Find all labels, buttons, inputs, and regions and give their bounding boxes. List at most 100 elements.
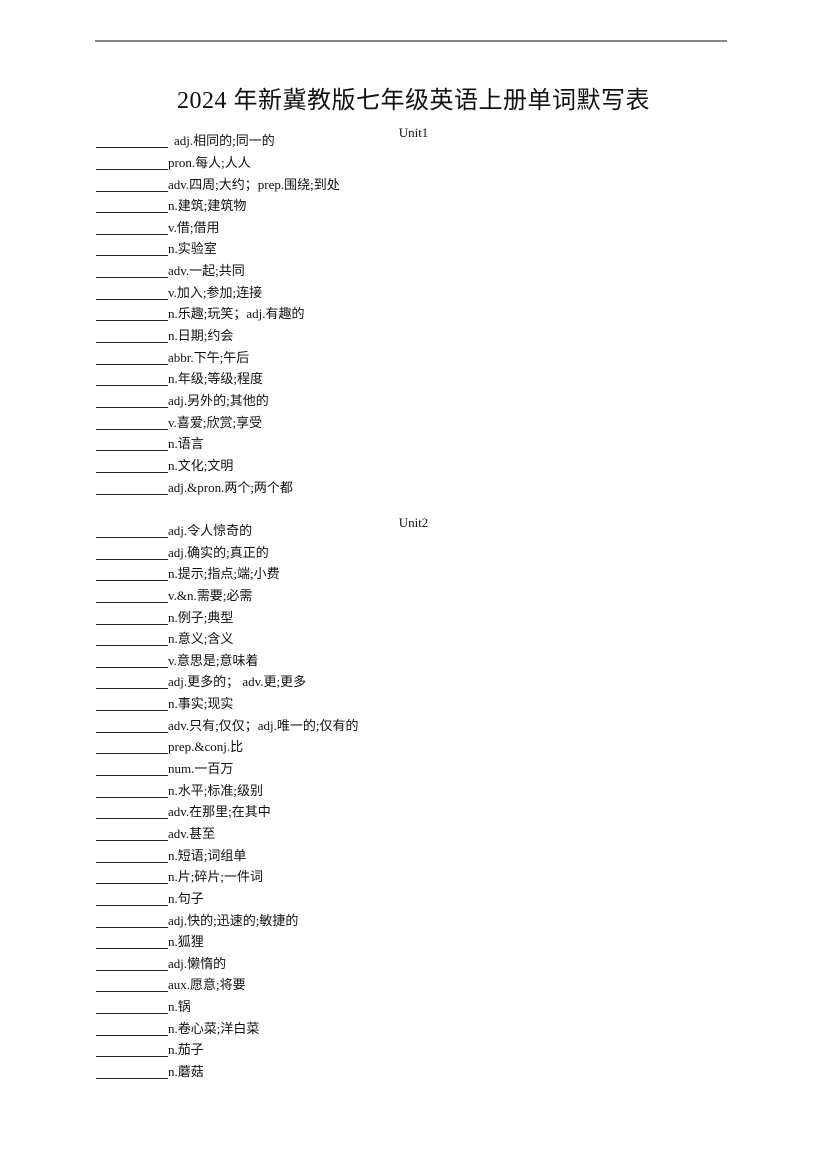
word-definition: n.锅 — [168, 999, 191, 1015]
answer-blank[interactable] — [96, 934, 168, 950]
answer-blank[interactable] — [96, 436, 168, 452]
answer-blank[interactable] — [96, 610, 168, 625]
answer-blank[interactable] — [96, 674, 168, 690]
answer-blank[interactable] — [96, 977, 168, 993]
word-definition: n.短语;词组单 — [168, 847, 247, 863]
word-definition: v.借;借用 — [168, 219, 220, 235]
word-definition: adj.懒惰的 — [168, 955, 227, 971]
answer-blank[interactable] — [96, 155, 168, 170]
answer-blank[interactable] — [96, 220, 168, 235]
list-item: adv.四周;大约；prep.围绕;到处 — [96, 171, 340, 193]
word-definition: adj.快的;迅速的;敏捷的 — [168, 912, 299, 928]
word-definition: adv.在那里;在其中 — [168, 804, 271, 820]
answer-blank[interactable] — [96, 1042, 168, 1058]
list-item: adj.懒惰的 — [96, 950, 359, 972]
answer-blank[interactable] — [96, 826, 168, 841]
unit-heading: Unit1 — [398, 125, 429, 140]
word-list: adj.相同的;同一的 pron.每人;人人 adv.四周;大约；prep.围绕;到… — [96, 128, 340, 496]
list-item: n.片;碎片;一件词 — [96, 864, 359, 886]
answer-blank[interactable] — [96, 545, 168, 560]
list-item: n.短语;词组单 — [96, 842, 359, 864]
word-definition: n.提示;指点;端;小费 — [168, 566, 280, 582]
list-item: adj.令人惊奇的 — [96, 517, 359, 539]
word-definition: n.意义;含义 — [168, 631, 234, 647]
list-item: n.蘑菇 — [96, 1058, 359, 1080]
answer-blank[interactable] — [96, 848, 168, 863]
word-definition: v.&n.需要;必需 — [168, 587, 253, 603]
word-definition: n.建筑;建筑物 — [168, 198, 247, 214]
word-definition: adj.更多的； adv.更;更多 — [168, 674, 307, 690]
answer-blank[interactable] — [96, 350, 168, 365]
word-definition: v.意思是;意味着 — [168, 652, 259, 668]
answer-blank[interactable] — [96, 566, 168, 582]
list-item: n.建筑;建筑物 — [96, 193, 340, 215]
answer-blank[interactable] — [96, 263, 168, 279]
answer-blank[interactable] — [96, 1021, 168, 1036]
answer-blank[interactable] — [96, 415, 168, 430]
answer-blank[interactable] — [96, 913, 168, 928]
list-item: v.借;借用 — [96, 214, 340, 236]
list-item: prep.&conj.比 — [96, 734, 359, 756]
answer-blank[interactable] — [96, 804, 168, 820]
answer-blank[interactable] — [96, 653, 168, 668]
word-definition: n.例子;典型 — [168, 609, 234, 625]
answer-blank[interactable] — [96, 1064, 168, 1079]
answer-blank[interactable] — [96, 869, 168, 885]
list-item: adv.只有;仅仅；adj.唯一的;仅有的 — [96, 712, 359, 734]
answer-blank[interactable] — [96, 133, 168, 149]
answer-blank[interactable] — [96, 891, 168, 906]
answer-blank[interactable] — [96, 588, 168, 603]
list-item: pron.每人;人人 — [96, 149, 340, 171]
word-definition: n.文化;文明 — [168, 457, 234, 473]
answer-blank[interactable] — [96, 718, 168, 733]
list-item: abbr.下午;午后 — [96, 344, 340, 366]
answer-blank[interactable] — [96, 956, 168, 971]
list-item: adv.一起;共同 — [96, 257, 340, 279]
answer-blank[interactable] — [96, 198, 168, 214]
list-item: adj.快的;迅速的;敏捷的 — [96, 907, 359, 929]
answer-blank[interactable] — [96, 393, 168, 408]
answer-blank[interactable] — [96, 480, 168, 495]
answer-blank[interactable] — [96, 458, 168, 473]
list-item: adj.&pron.两个;两个都 — [96, 474, 340, 496]
word-definition: adv.只有;仅仅；adj.唯一的;仅有的 — [168, 717, 359, 733]
word-definition: prep.&conj.比 — [168, 739, 244, 755]
word-definition: n.年级;等级;程度 — [168, 371, 263, 387]
word-definition: n.狐狸 — [168, 934, 204, 950]
list-item: n.文化;文明 — [96, 452, 340, 474]
word-definition: abbr.下午;午后 — [168, 349, 250, 365]
list-item: n.实验室 — [96, 236, 340, 258]
answer-blank[interactable] — [96, 631, 168, 647]
word-definition: v.加入;参加;连接 — [168, 284, 263, 300]
word-definition: adj.另外的;其他的 — [168, 392, 269, 408]
list-item: adv.在那里;在其中 — [96, 799, 359, 821]
list-item: n.事实;现实 — [96, 690, 359, 712]
word-definition: num.一百万 — [168, 761, 234, 777]
answer-blank[interactable] — [96, 783, 168, 798]
word-definition: n.片;碎片;一件词 — [168, 869, 263, 885]
word-definition: n.语言 — [168, 436, 204, 452]
answer-blank[interactable] — [96, 371, 168, 387]
word-definition: pron.每人;人人 — [168, 154, 251, 170]
list-item: adj.另外的;其他的 — [96, 387, 340, 409]
answer-blank[interactable] — [96, 999, 168, 1015]
word-definition: n.事实;现实 — [168, 696, 234, 712]
word-definition: aux.愿意;将要 — [168, 977, 246, 993]
list-item: n.卷心菜;洋白菜 — [96, 1015, 359, 1037]
answer-blank[interactable] — [96, 328, 168, 344]
list-item: adj.更多的； adv.更;更多 — [96, 669, 359, 691]
answer-blank[interactable] — [96, 739, 168, 755]
answer-blank[interactable] — [96, 523, 168, 538]
answer-blank[interactable] — [96, 241, 168, 257]
answer-blank[interactable] — [96, 306, 168, 322]
list-item: adj.相同的;同一的 — [96, 128, 340, 150]
word-definition: n.卷心菜;洋白菜 — [168, 1020, 260, 1036]
answer-blank[interactable] — [96, 177, 168, 192]
word-definition: adv.一起;共同 — [168, 263, 245, 279]
word-definition: v.喜爱;欣赏;享受 — [168, 414, 263, 430]
answer-blank[interactable] — [96, 285, 168, 300]
answer-blank[interactable] — [96, 696, 168, 712]
list-item: n.狐狸 — [96, 929, 359, 951]
answer-blank[interactable] — [96, 761, 168, 777]
word-definition: adj.&pron.两个;两个都 — [168, 479, 293, 495]
